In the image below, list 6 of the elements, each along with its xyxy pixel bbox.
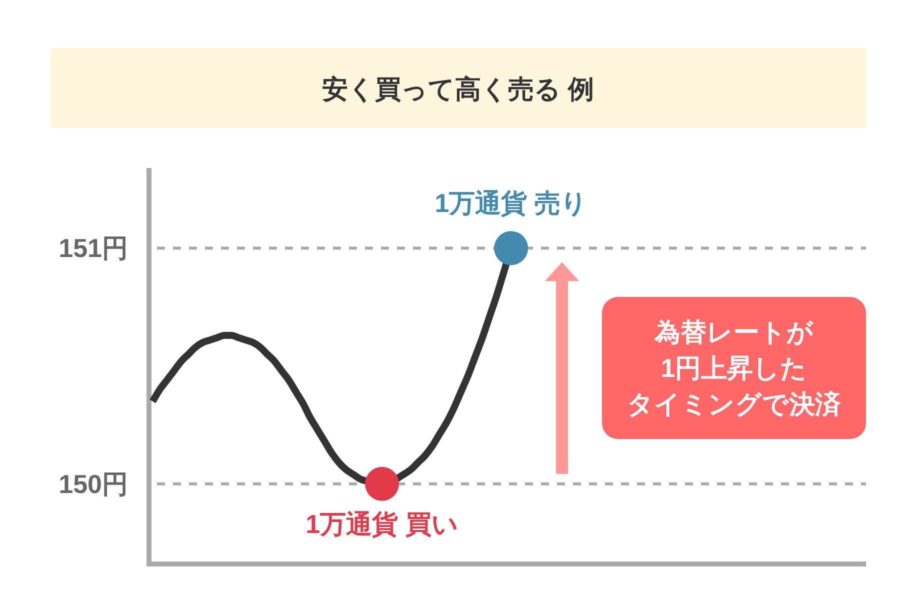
y-tick-label: 151円 (58, 233, 128, 264)
chart-title: 安く買って高く売る 例 (322, 74, 594, 104)
annotation: 為替レートが1円上昇したタイミングで決済 (627, 317, 841, 419)
y-tick-label: 150円 (58, 468, 128, 499)
series-label: 1万通貨 買い (306, 508, 458, 539)
series-label: 1万通貨 売り (434, 188, 588, 218)
